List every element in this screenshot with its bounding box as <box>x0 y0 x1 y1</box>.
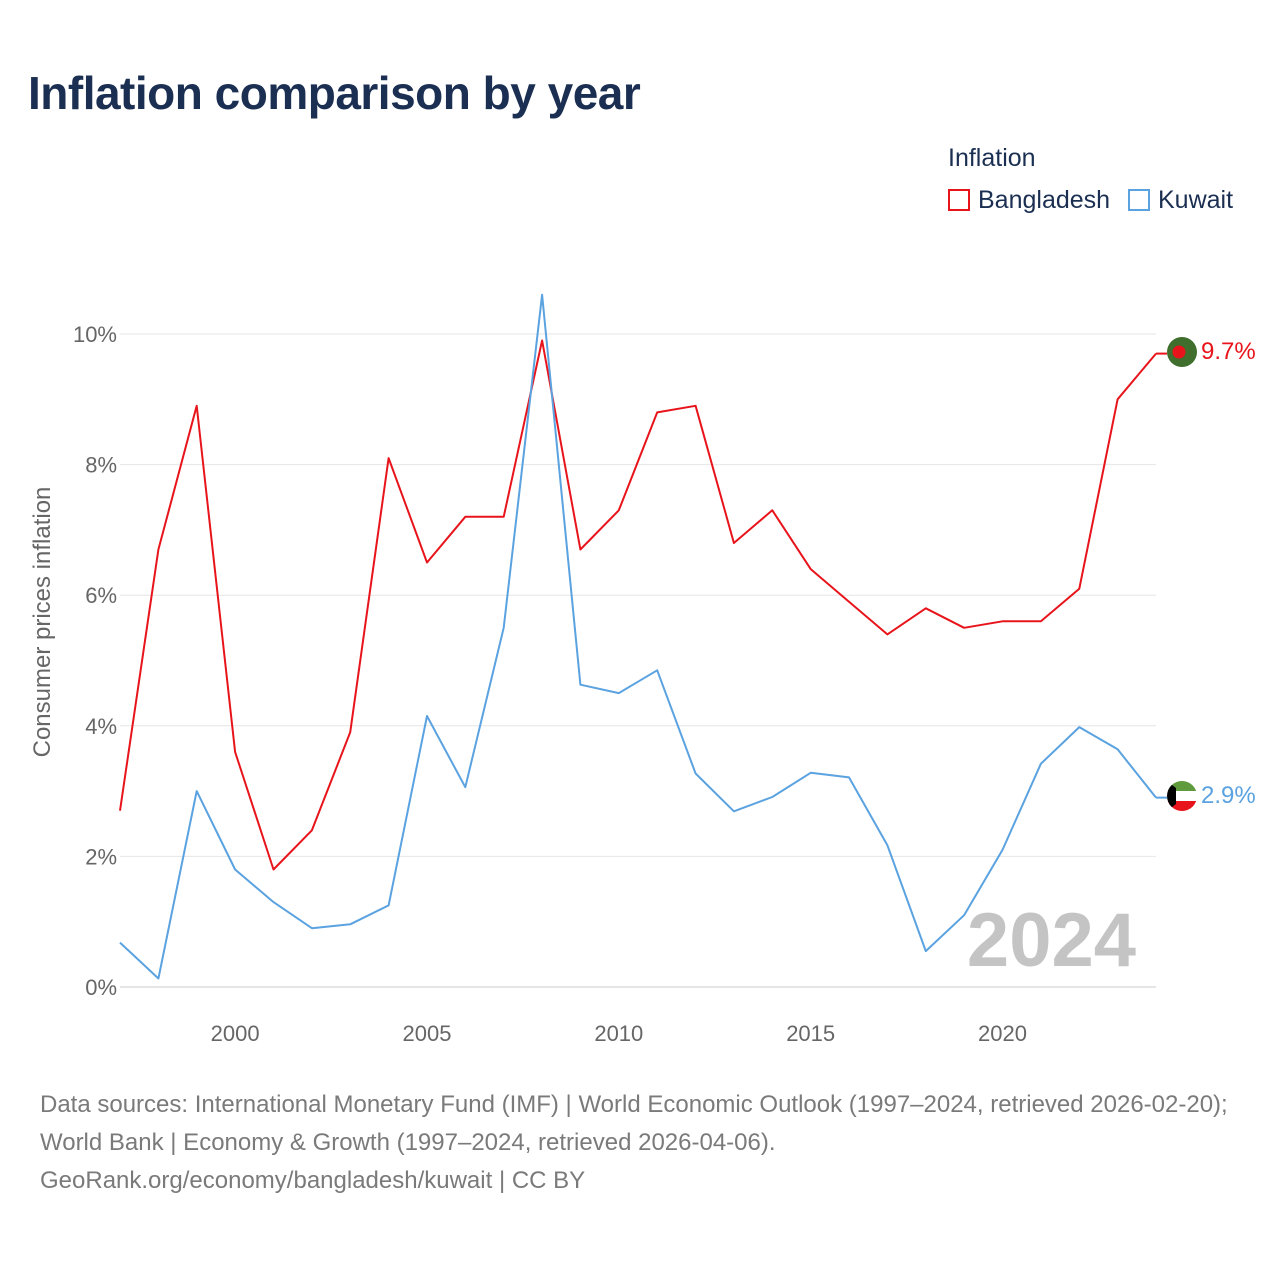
series-line-kuwait[interactable] <box>119 293 1157 980</box>
legend-swatch-kuwait <box>1128 189 1150 211</box>
legend-label-bangladesh: Bangladesh <box>978 185 1111 214</box>
line-chart: 0%2%4%6%8%10% 2000 2005 2010 2015 2020 2024 … <box>29 293 1256 1046</box>
series-line-bangladesh[interactable] <box>119 339 1157 871</box>
legend-swatch-bangladesh <box>948 189 970 211</box>
footer: Data sources: International Monetary Fun… <box>40 1086 1250 1200</box>
x-tick-label: 2000 <box>211 1021 260 1046</box>
x-tick-label: 2020 <box>978 1021 1027 1046</box>
x-axis-ticks: 2000 2005 2010 2015 2020 <box>211 1021 1027 1046</box>
y-tick-label: 10% <box>73 322 117 347</box>
chart-title: Inflation comparison by year <box>28 67 641 119</box>
legend-label-kuwait: Kuwait <box>1158 185 1234 214</box>
credit-link[interactable]: GeoRank.org/economy/bangladesh/kuwait | … <box>40 1167 586 1194</box>
legend-item-bangladesh[interactable]: Bangladesh <box>948 185 1110 215</box>
year-watermark: 2024 <box>967 898 1136 983</box>
kuwait-end-label: 2.9% <box>1201 782 1256 809</box>
y-tick-label: 8% <box>85 453 117 478</box>
y-axis-label: Consumer prices inflation <box>29 487 56 758</box>
y-tick-label: 0% <box>85 975 117 1000</box>
legend-item-kuwait[interactable]: Kuwait <box>1128 185 1233 215</box>
data-sources: Data sources: International Monetary Fun… <box>40 1091 1228 1156</box>
bangladesh-flag-icon <box>1167 337 1197 367</box>
x-tick-label: 2015 <box>786 1021 835 1046</box>
x-tick-label: 2010 <box>594 1021 643 1046</box>
legend-title: Inflation <box>948 144 1036 172</box>
gridlines <box>120 333 1156 988</box>
y-tick-label: 2% <box>85 844 117 869</box>
series-lines <box>119 293 1167 980</box>
kuwait-flag-icon <box>1167 781 1197 811</box>
bangladesh-end-label: 9.7% <box>1201 338 1256 365</box>
chart-area: 0% 2% 4% 6% 8% 10% 2000 2005 2010 2015 2020 2024 … <box>29 293 1256 1046</box>
x-tick-label: 2005 <box>402 1021 451 1046</box>
y-tick-label: 4% <box>85 714 117 739</box>
y-axis-ticks: 0% 2% 4% 6% 8% 10% <box>73 322 117 1000</box>
y-tick-label: 6% <box>85 583 117 608</box>
